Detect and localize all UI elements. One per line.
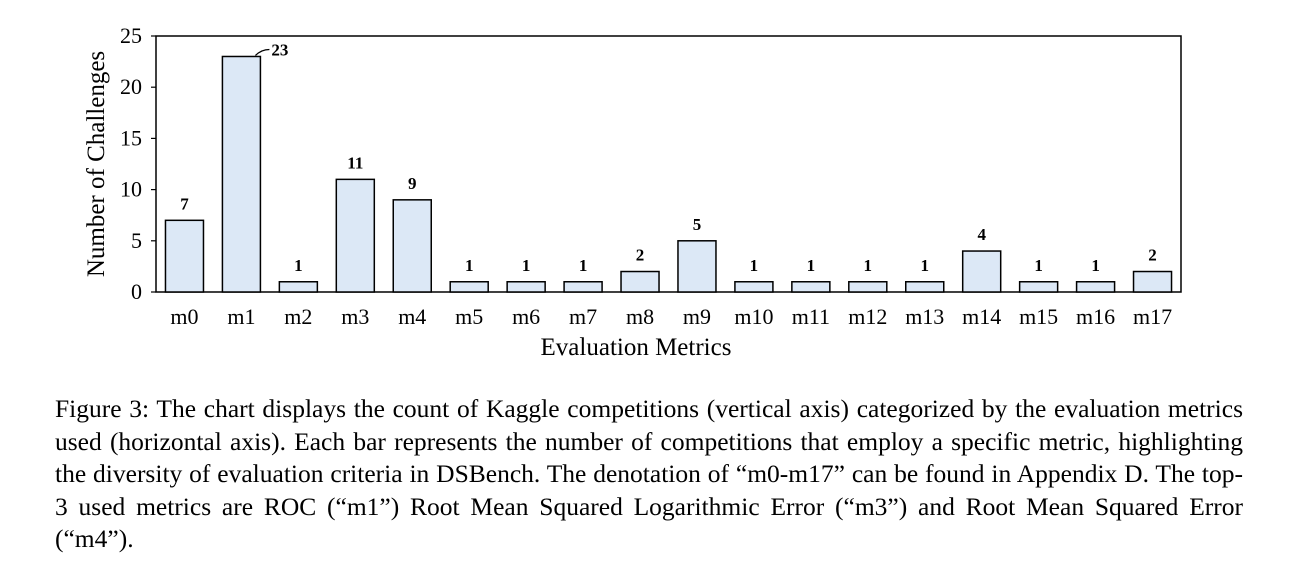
y-tick-label-20: 20 [120, 74, 142, 99]
leader-line-m1 [254, 48, 270, 56]
y-tick-label-0: 0 [131, 279, 142, 304]
x-tick-label-m3: m3 [341, 304, 369, 329]
data-label-m11: 1 [807, 256, 816, 275]
data-label-m12: 1 [864, 256, 873, 275]
x-tick-label-m12: m12 [848, 304, 887, 329]
data-label-m0: 7 [180, 194, 189, 213]
y-tick-label-25: 25 [120, 23, 142, 48]
data-label-m15: 1 [1034, 256, 1043, 275]
x-tick-label-m6: m6 [512, 304, 540, 329]
bar-m11 [791, 281, 831, 293]
data-label-m16: 1 [1091, 256, 1100, 275]
x-tick-label-m16: m16 [1076, 304, 1115, 329]
x-axis-title: Evaluation Metrics [541, 334, 732, 361]
x-tick-label-m14: m14 [962, 304, 1001, 329]
bar-m4 [392, 199, 432, 293]
data-label-m10: 1 [750, 256, 759, 275]
data-label-m8: 2 [636, 246, 645, 265]
data-label-m4: 9 [408, 174, 417, 193]
bar-m9 [677, 240, 717, 293]
x-ticks-group: m0 m1 m2 m3 m4 m5 m6 m7 m8 m9 m10 m11 m12 m13 m14 m15 m1… [170, 304, 1172, 329]
bar-m2 [278, 281, 319, 293]
data-label-m17: 2 [1148, 246, 1157, 265]
x-tick-label-m2: m2 [284, 304, 312, 329]
x-tick-label-m0: m0 [170, 304, 198, 329]
data-label-m7: 1 [579, 256, 588, 275]
bar-m15 [1018, 281, 1059, 293]
bars-group [164, 55, 1173, 293]
bar-m10 [734, 281, 774, 293]
y-ticks-group: 0 5 10 15 20 25 [120, 23, 156, 304]
y-tick-label-10: 10 [120, 177, 142, 202]
data-label-m6: 1 [522, 256, 531, 275]
x-tick-label-m15: m15 [1019, 304, 1058, 329]
bar-m14 [961, 250, 1002, 293]
bar-m12 [848, 281, 888, 293]
data-label-m1: 23 [271, 40, 288, 59]
data-label-m14: 4 [977, 225, 986, 244]
bar-m13 [905, 281, 945, 293]
data-label-m13: 1 [921, 256, 930, 275]
bar-m6 [506, 281, 546, 293]
y-axis-title: Number of Challenges [83, 51, 110, 277]
bar-chart: 0 5 10 15 20 25 m0 m1 m2 m3 m4 m5 m6 m7 m8 m9 m10 m11 m12… [83, 23, 1182, 361]
data-label-m5: 1 [465, 256, 474, 275]
bar-m7 [563, 281, 603, 293]
x-tick-label-m4: m4 [398, 304, 426, 329]
y-tick-label-15: 15 [120, 125, 142, 150]
y-tick-label-5: 5 [131, 228, 142, 253]
x-tick-label-m13: m13 [905, 304, 944, 329]
plot-frame [155, 35, 1182, 293]
data-label-m2: 1 [294, 256, 303, 275]
bar-m1 [221, 55, 262, 293]
x-tick-label-m10: m10 [734, 304, 773, 329]
x-tick-label-m5: m5 [455, 304, 483, 329]
x-tick-label-m9: m9 [683, 304, 711, 329]
bar-m8 [620, 270, 660, 293]
bar-m5 [449, 281, 489, 293]
bar-m17 [1132, 270, 1173, 293]
x-tick-label-m1: m1 [227, 304, 255, 329]
bar-m16 [1075, 281, 1116, 293]
x-tick-label-m8: m8 [626, 304, 654, 329]
data-label-m9: 5 [693, 215, 702, 234]
x-tick-label-m11: m11 [792, 304, 830, 329]
data-label-m3: 11 [347, 153, 363, 172]
bar-m3 [335, 178, 376, 293]
x-tick-label-m7: m7 [569, 304, 597, 329]
x-tick-label-m17: m17 [1133, 304, 1172, 329]
bar-m0 [164, 219, 205, 293]
figure-caption: Figure 3: The chart displays the count o… [55, 394, 1243, 553]
